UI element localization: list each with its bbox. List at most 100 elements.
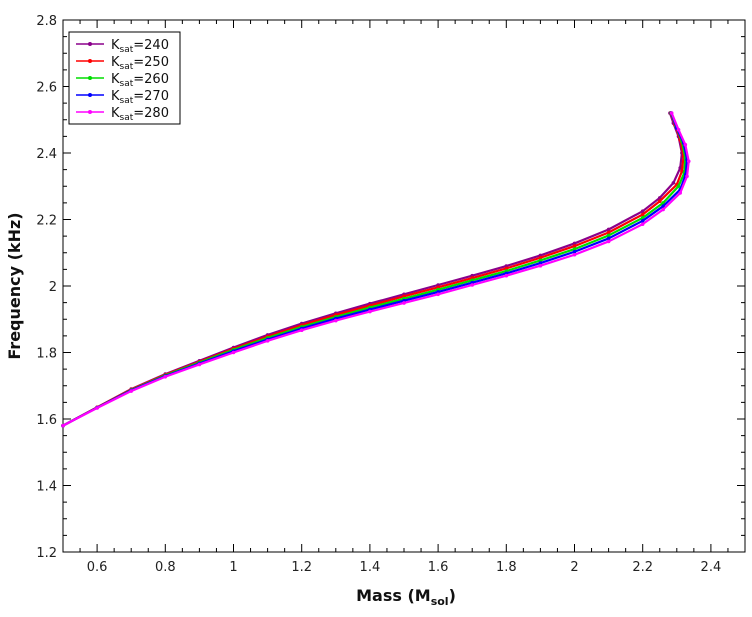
data-point <box>686 159 691 164</box>
data-point <box>661 207 665 212</box>
data-point <box>572 252 577 257</box>
data-point <box>504 273 509 278</box>
data-point <box>606 233 611 238</box>
legend-swatch-marker <box>88 59 92 63</box>
data-point <box>61 423 65 428</box>
x-axis-title-main: Mass (M <box>356 586 431 605</box>
legend-label: Ksat=280 <box>111 106 169 123</box>
data-point <box>676 184 681 189</box>
y-tick-label: 2.4 <box>36 147 57 162</box>
data-point <box>606 236 611 241</box>
axes-layer: 0.6 0.8 1 1.2 1.4 1.6 1.8 2 2.2 2.4 1.2 1.4 1.6 1.8 2 2… <box>36 14 745 575</box>
data-point <box>197 362 202 367</box>
legend-label: Ksat=270 <box>111 89 169 106</box>
legend-label-sub: sat <box>120 62 134 72</box>
legend-swatch-marker <box>88 76 92 80</box>
legend-label-prefix: K <box>111 89 120 104</box>
y-tick-label: 2 <box>49 280 57 295</box>
data-point <box>606 239 611 244</box>
data-point <box>640 222 645 226</box>
legend-label-prefix: K <box>111 106 120 121</box>
legend-item: Ksat=250 <box>76 55 169 72</box>
data-point <box>95 406 99 410</box>
data-point <box>657 196 662 200</box>
legend-swatch-marker <box>88 42 92 46</box>
data-point <box>538 258 543 263</box>
data-point <box>538 263 543 268</box>
y-tick-label: 1.4 <box>36 480 57 495</box>
legend-label-value: =270 <box>133 89 169 104</box>
data-point <box>683 142 688 147</box>
data-point <box>129 389 133 393</box>
data-point <box>671 181 676 185</box>
data-point <box>538 255 543 260</box>
data-point <box>402 301 406 305</box>
data-point <box>265 339 270 343</box>
data-point <box>538 261 543 265</box>
data-point <box>661 201 665 205</box>
x-tick-label: 1.2 <box>291 560 312 575</box>
data-point <box>606 227 611 232</box>
legend-swatch-marker <box>88 110 92 114</box>
legend-label-sub: sat <box>120 79 134 89</box>
data-point <box>368 309 372 314</box>
data-point <box>685 174 689 179</box>
legend-label-sub: sat <box>120 45 134 55</box>
x-tick-label: 1 <box>229 560 237 575</box>
data-point <box>163 374 168 379</box>
series-layer <box>61 111 691 428</box>
legend-swatch-marker <box>88 93 92 97</box>
x-tick-label: 0.8 <box>155 560 176 575</box>
legend-label: Ksat=240 <box>111 38 169 55</box>
data-point <box>572 247 577 251</box>
legend-label-prefix: K <box>111 55 120 70</box>
data-point <box>676 127 681 132</box>
data-point <box>661 204 665 208</box>
legend-item: Ksat=260 <box>76 72 169 89</box>
y-tick-label: 2.6 <box>36 81 57 96</box>
data-point <box>572 241 577 246</box>
data-point <box>231 350 236 355</box>
x-tick-label: 0.6 <box>87 560 108 575</box>
x-axis-title-end: ) <box>449 586 456 605</box>
x-tick-label: 1.8 <box>496 560 517 575</box>
x-tick-label: 1.6 <box>428 560 449 575</box>
data-point <box>640 219 645 223</box>
legend-label-value: =240 <box>133 38 169 53</box>
legend-label-prefix: K <box>111 72 120 87</box>
x-axis-title: Mass (Msol) <box>356 586 456 608</box>
legend-label: Ksat=260 <box>111 72 169 89</box>
data-point <box>678 191 683 195</box>
legend-label-value: =280 <box>133 106 169 121</box>
data-point <box>470 283 475 287</box>
data-point <box>504 266 509 271</box>
y-tick-label: 1.8 <box>36 347 57 362</box>
data-point <box>640 209 645 213</box>
y-tick-label: 1.6 <box>36 413 57 428</box>
y-tick-label: 2.8 <box>36 14 57 29</box>
y-tick-label: 2.2 <box>36 214 57 229</box>
x-tick-label: 2 <box>570 560 578 575</box>
legend-item: Ksat=270 <box>76 89 169 106</box>
data-point <box>606 230 611 235</box>
legend-item: Ksat=240 <box>76 38 169 55</box>
legend-label-sub: sat <box>120 96 134 106</box>
data-point <box>640 216 645 220</box>
x-tick-label: 2.2 <box>632 560 653 575</box>
legend-label-sub: sat <box>120 113 134 123</box>
x-axis-title-sub: sol <box>431 595 449 608</box>
legend-label: Ksat=250 <box>111 55 169 72</box>
series-280 <box>61 111 691 428</box>
data-point <box>572 244 577 248</box>
legend-label-value: =260 <box>133 72 169 87</box>
y-tick-label: 1.2 <box>36 546 57 561</box>
x-tick-label: 1.4 <box>360 560 381 575</box>
data-point <box>299 328 304 333</box>
data-point <box>657 199 662 204</box>
y-axis-title: Frequency (kHz) <box>5 212 24 359</box>
x-tick-label: 2.4 <box>701 560 722 575</box>
legend-label-prefix: K <box>111 38 120 53</box>
